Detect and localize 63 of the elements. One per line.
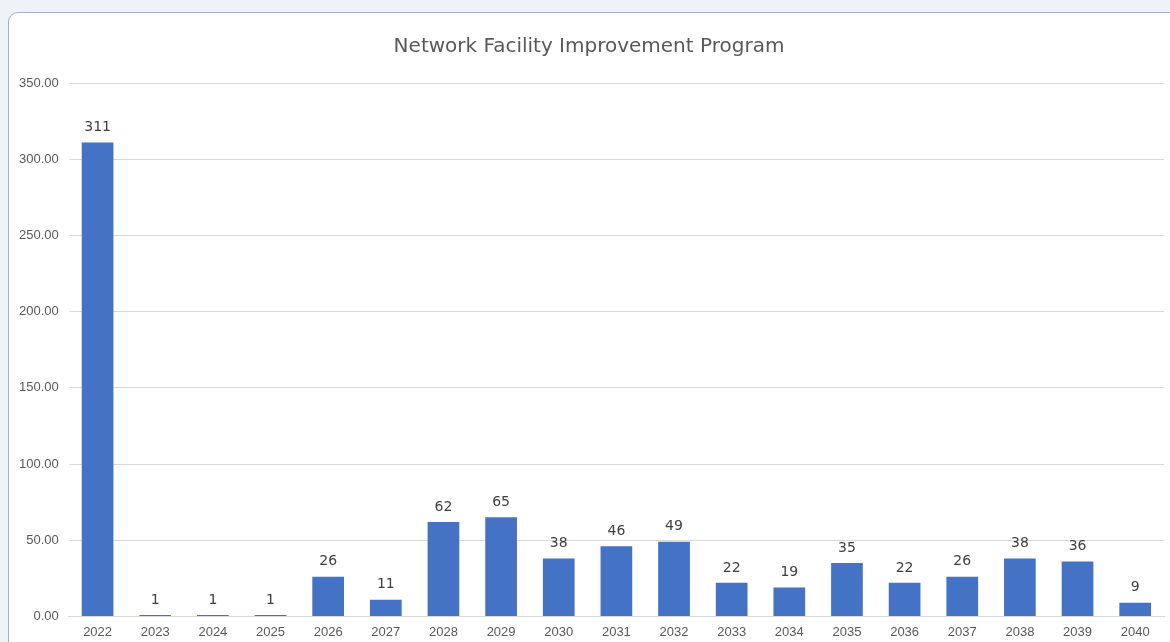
y-tick-label: 250.00 [19, 226, 59, 242]
data-label: 11 [376, 575, 395, 592]
y-tick-label: 50.00 [26, 531, 59, 547]
x-tick-label: 2031 [601, 623, 631, 639]
x-tick-label: 2034 [774, 623, 804, 639]
x-tick-label: 2040 [1120, 623, 1150, 639]
data-label: 1 [208, 590, 218, 607]
data-label: 1 [150, 590, 160, 607]
y-tick-label: 100.00 [19, 455, 59, 471]
y-tick-label: 150.00 [19, 379, 59, 395]
y-tick-label: 300.00 [19, 150, 59, 166]
y-tick-label: 350.00 [19, 74, 59, 90]
bar [715, 582, 748, 616]
data-label: 38 [549, 534, 568, 551]
x-tick-label: 2024 [198, 623, 228, 639]
chart-title: Network Facility Improvement Program [392, 33, 786, 57]
y-tick-label: 200.00 [19, 303, 59, 319]
x-tick-label: 2032 [659, 623, 689, 639]
bar [600, 546, 633, 616]
bar [81, 142, 114, 616]
x-tick-label: 2027 [371, 623, 401, 639]
x-tick-label: 2039 [1063, 623, 1092, 639]
x-tick-label: 2022 [83, 623, 113, 639]
data-label: 38 [1010, 534, 1029, 551]
data-label: 36 [1068, 537, 1087, 554]
bar [1061, 561, 1094, 616]
data-label: 22 [722, 558, 741, 575]
data-label: 22 [895, 558, 914, 575]
data-label: 65 [492, 492, 511, 509]
data-label: 62 [434, 497, 453, 514]
bar [1119, 602, 1152, 616]
bar [773, 587, 806, 616]
bar [946, 576, 979, 616]
bar [658, 541, 690, 616]
bar [427, 521, 460, 616]
x-tick-label: 2037 [947, 623, 977, 639]
x-tick-label: 2030 [544, 623, 574, 639]
bar [1004, 558, 1036, 616]
x-tick-label: 2028 [428, 623, 458, 639]
bar [485, 517, 517, 616]
bar [312, 576, 345, 616]
data-label: 46 [607, 521, 626, 538]
y-tick-label: 0.00 [33, 607, 59, 623]
x-tick-label: 2033 [717, 623, 747, 639]
bar [542, 558, 575, 616]
x-tick-label: 2038 [1005, 623, 1035, 639]
data-label: 1 [266, 590, 275, 607]
data-label: 26 [953, 552, 972, 569]
x-tick-label: 2023 [140, 623, 170, 639]
data-label: 35 [838, 538, 856, 555]
data-label: 9 [1130, 578, 1140, 595]
x-tick-label: 2026 [313, 623, 343, 639]
x-tick-label: 2036 [890, 623, 920, 639]
bar [888, 582, 921, 616]
data-label: 26 [319, 552, 338, 569]
bar [831, 563, 863, 616]
x-tick-label: 2025 [256, 623, 285, 639]
data-label: 311 [84, 118, 111, 135]
data-label: 49 [665, 517, 683, 534]
x-tick-label: 2035 [832, 623, 862, 639]
x-tick-label: 2029 [486, 623, 516, 639]
bar [369, 599, 402, 616]
data-label: 19 [780, 563, 799, 580]
